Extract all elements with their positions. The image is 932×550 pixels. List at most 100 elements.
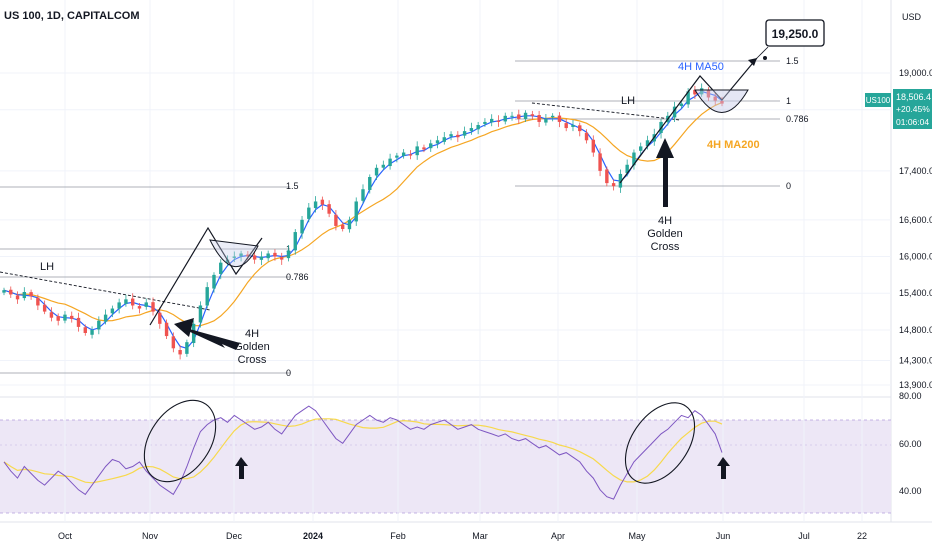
- target-connector: [756, 46, 769, 59]
- fib-right-label-1: 1: [786, 96, 791, 106]
- rsi-axis[interactable]: 80.00 60.00 40.00: [899, 391, 922, 496]
- projection-left[interactable]: [149, 226, 263, 326]
- candle-body: [2, 290, 6, 293]
- ma200-path: [3, 101, 723, 327]
- last-price-badge: [893, 89, 932, 129]
- candle-body: [110, 308, 115, 314]
- candle-body: [124, 299, 128, 304]
- candle-body: [598, 153, 602, 171]
- candle-body: [530, 114, 535, 116]
- time-tick-label: Mar: [472, 531, 488, 541]
- candle-body: [374, 167, 379, 176]
- candle-body: [550, 115, 555, 118]
- candle-body: [164, 322, 169, 337]
- candle-body: [422, 147, 426, 150]
- rsi-ellipse-left[interactable]: [130, 387, 231, 495]
- golden-cross-left-line3: Cross: [238, 354, 267, 366]
- rsi-ellipse-right[interactable]: [611, 390, 708, 496]
- candle-body: [496, 120, 501, 122]
- golden-cross-left-line1: 4H: [245, 328, 259, 340]
- candle-body: [435, 140, 440, 144]
- time-tick-label: Nov: [142, 531, 159, 541]
- projection-right-arrowhead: [748, 58, 757, 66]
- golden-cross-right-line2: Golden: [647, 228, 682, 240]
- golden-cross-right-line1: 4H: [658, 215, 672, 227]
- candle-body: [429, 143, 433, 149]
- candles: [2, 83, 724, 360]
- candle-body: [347, 219, 352, 230]
- time-tick-label: Jun: [716, 531, 731, 541]
- price-tick-label: 14,800.0: [899, 325, 932, 335]
- projection-left-path: [149, 226, 263, 326]
- candle-body: [645, 140, 650, 147]
- golden-cross-right-arrowhead: [656, 138, 674, 158]
- candle-body: [36, 297, 40, 306]
- golden-cross-left[interactable]: 4H Golden Cross: [174, 318, 270, 366]
- candle-body: [273, 252, 277, 257]
- target-box-label: 19,250.0: [772, 27, 819, 41]
- candle-body: [90, 329, 94, 335]
- candle-body: [639, 146, 643, 151]
- candle-body: [334, 214, 338, 226]
- rsi-arrow-right[interactable]: [717, 457, 730, 479]
- projection-right[interactable]: [619, 46, 769, 184]
- candle-body: [300, 219, 304, 234]
- fib-left-label-1-5: 1.5: [286, 181, 299, 191]
- candle-body: [388, 158, 392, 167]
- candle-body: [246, 254, 250, 257]
- rsi-arrow-left[interactable]: [235, 457, 248, 479]
- candle-body: [449, 134, 453, 137]
- time-tick-label: May: [628, 531, 646, 541]
- chart-title: US 100, 1D, CAPITALCOM: [4, 10, 140, 22]
- candle-body: [503, 115, 507, 122]
- projection-right-path: [619, 57, 758, 184]
- price-tick-label: 16,000.0: [899, 252, 932, 262]
- candle-body: [9, 289, 13, 295]
- candle-body: [239, 253, 243, 257]
- lh-label-right: LH: [621, 95, 635, 107]
- last-price-value: 18,506.4: [896, 92, 931, 102]
- price-axis[interactable]: 19,000.018,400.017,400.016,600.016,000.0…: [0, 68, 932, 390]
- symbol-badge: [865, 93, 891, 107]
- price-badge[interactable]: US100 18,506.4 +20.45% 01:06:04: [865, 89, 932, 129]
- rsi-arrow-left-head: [235, 457, 248, 466]
- candle-body: [415, 146, 419, 156]
- last-price-change: +20.45%: [896, 104, 930, 114]
- candle-body: [395, 155, 399, 158]
- candle-body: [489, 118, 494, 123]
- candle-body: [144, 302, 148, 307]
- fib-right-label-0: 0: [786, 181, 791, 191]
- candle-body: [672, 106, 677, 118]
- candle-body: [462, 131, 467, 136]
- golden-cross-left-line2: Golden: [234, 341, 269, 353]
- candle-body: [151, 302, 155, 312]
- time-tick-label: Dec: [226, 531, 243, 541]
- candle-body: [523, 112, 528, 119]
- time-axis[interactable]: Oct Nov Dec 2024 Feb Mar Apr May Jun Jul 22: [58, 0, 867, 541]
- target-box[interactable]: 19,250.0: [765, 19, 825, 47]
- candle-body: [29, 292, 33, 297]
- lh-trendline-left[interactable]: [0, 271, 211, 311]
- candle-body: [686, 91, 690, 105]
- candle-body: [476, 125, 480, 130]
- candle-body: [219, 262, 223, 275]
- candle-body: [22, 292, 27, 299]
- candle-body: [286, 250, 291, 259]
- candle-body: [320, 199, 325, 205]
- candle-body: [103, 314, 108, 322]
- candle-body: [307, 207, 311, 219]
- time-tick-label: Jul: [798, 531, 810, 541]
- candle-body: [137, 306, 142, 309]
- candle-body: [293, 232, 297, 251]
- time-tick-label: 2024: [303, 531, 323, 541]
- rsi-tick-label: 60.00: [899, 439, 922, 449]
- golden-cross-right[interactable]: 4H Golden Cross: [647, 138, 683, 253]
- time-tick-label: 22: [857, 531, 867, 541]
- currency-label: USD: [902, 12, 922, 22]
- candle-body: [544, 118, 548, 123]
- candle-body: [63, 314, 67, 321]
- candle-body: [408, 154, 413, 156]
- candle-body: [259, 256, 264, 260]
- target-box-frame: [765, 19, 825, 47]
